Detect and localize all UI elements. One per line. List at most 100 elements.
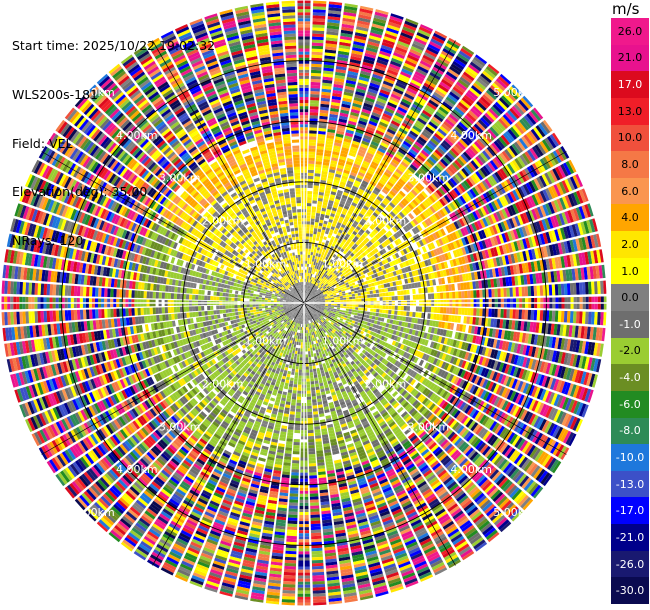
velocity-gate — [338, 44, 351, 50]
velocity-gate — [415, 312, 419, 318]
velocity-gate — [338, 229, 343, 234]
velocity-gate — [308, 166, 315, 171]
velocity-gate — [332, 204, 338, 209]
velocity-gate — [305, 287, 307, 292]
velocity-gate — [365, 129, 374, 135]
velocity-gate — [347, 180, 354, 186]
velocity-gate — [371, 111, 381, 118]
velocity-gate — [335, 234, 340, 239]
velocity-gate — [372, 73, 383, 80]
velocity-gate — [427, 306, 432, 313]
velocity-gate — [458, 291, 462, 299]
velocity-gate — [354, 131, 363, 138]
velocity-gate — [357, 82, 368, 88]
velocity-gate — [415, 294, 420, 300]
velocity-gate — [324, 266, 328, 271]
velocity-gate — [397, 310, 401, 316]
velocity-gate — [306, 294, 308, 298]
velocity-gate — [320, 100, 330, 105]
velocity-gate — [376, 305, 380, 309]
velocity-gate — [309, 136, 317, 140]
velocity-gate — [412, 312, 416, 318]
velocity-gate — [337, 305, 341, 308]
velocity-gate — [322, 161, 330, 166]
velocity-gate — [325, 304, 329, 307]
velocity-gate — [414, 37, 427, 46]
velocity-gate — [370, 297, 374, 301]
velocity-gate — [443, 292, 447, 299]
velocity-gate — [319, 257, 323, 261]
velocity-gate — [408, 212, 415, 220]
velocity-gate — [339, 200, 346, 205]
velocity-gate — [354, 94, 365, 100]
velocity-gate — [336, 296, 341, 299]
velocity-gate — [321, 264, 325, 269]
velocity-gate — [316, 152, 324, 156]
velocity-gate — [394, 310, 398, 315]
velocity-gate — [539, 310, 544, 321]
velocity-gate — [406, 289, 410, 295]
velocity-gate — [310, 276, 313, 281]
velocity-gate — [317, 142, 325, 147]
velocity-gate — [306, 203, 312, 207]
velocity-gate — [309, 130, 317, 134]
velocity-gate — [316, 145, 324, 150]
velocity-gate — [315, 252, 319, 257]
velocity-gate — [316, 209, 321, 214]
velocity-gate — [315, 215, 320, 220]
velocity-gate — [339, 155, 347, 161]
velocity-gate — [310, 279, 312, 283]
velocity-gate — [308, 160, 315, 164]
velocity-gate — [313, 191, 319, 195]
velocity-gate — [439, 314, 443, 321]
velocity-gate — [461, 291, 465, 299]
velocity-gate — [509, 287, 513, 297]
velocity-gate — [406, 87, 418, 95]
velocity-gate — [354, 196, 360, 202]
velocity-gate — [364, 131, 373, 138]
velocity-gate — [346, 316, 351, 319]
velocity-gate — [305, 294, 307, 298]
velocity-gate — [333, 86, 343, 92]
velocity-gate — [387, 101, 398, 109]
velocity-gate — [333, 83, 344, 89]
velocity-gate — [312, 9, 326, 13]
velocity-gate — [402, 65, 414, 73]
velocity-gate — [335, 71, 346, 77]
velocity-gate — [366, 152, 374, 158]
velocity-gate — [382, 305, 386, 310]
velocity-gate — [395, 82, 407, 90]
velocity-gate — [317, 228, 322, 233]
velocity-gate — [305, 251, 308, 255]
velocity-gate — [385, 296, 389, 301]
velocity-gate — [325, 40, 338, 45]
velocity-gate — [323, 259, 327, 263]
velocity-gate — [312, 264, 316, 269]
velocity-gate — [396, 79, 408, 87]
velocity-gate — [331, 207, 337, 212]
velocity-gate — [390, 93, 401, 101]
velocity-gate — [342, 191, 349, 197]
velocity-gate — [337, 53, 349, 59]
velocity-gate — [309, 118, 318, 122]
velocity-gate — [376, 59, 388, 66]
velocity-gate — [337, 124, 346, 129]
velocity-gate — [401, 98, 412, 106]
velocity-gate — [399, 34, 412, 43]
velocity-gate — [340, 197, 347, 203]
velocity-gate — [427, 313, 431, 320]
velocity-gate — [403, 290, 407, 295]
velocity-gate — [363, 157, 372, 164]
velocity-gate — [327, 177, 334, 183]
velocity-gate — [398, 73, 410, 82]
velocity-gate — [380, 118, 390, 125]
velocity-gate — [381, 115, 391, 123]
velocity-gate — [304, 297, 306, 301]
velocity-gate — [412, 288, 416, 294]
velocity-gate — [312, 30, 325, 35]
velocity-gate — [433, 32, 446, 42]
velocity-gate — [352, 185, 359, 191]
velocity-gate — [308, 276, 311, 280]
velocity-gate — [313, 249, 317, 253]
